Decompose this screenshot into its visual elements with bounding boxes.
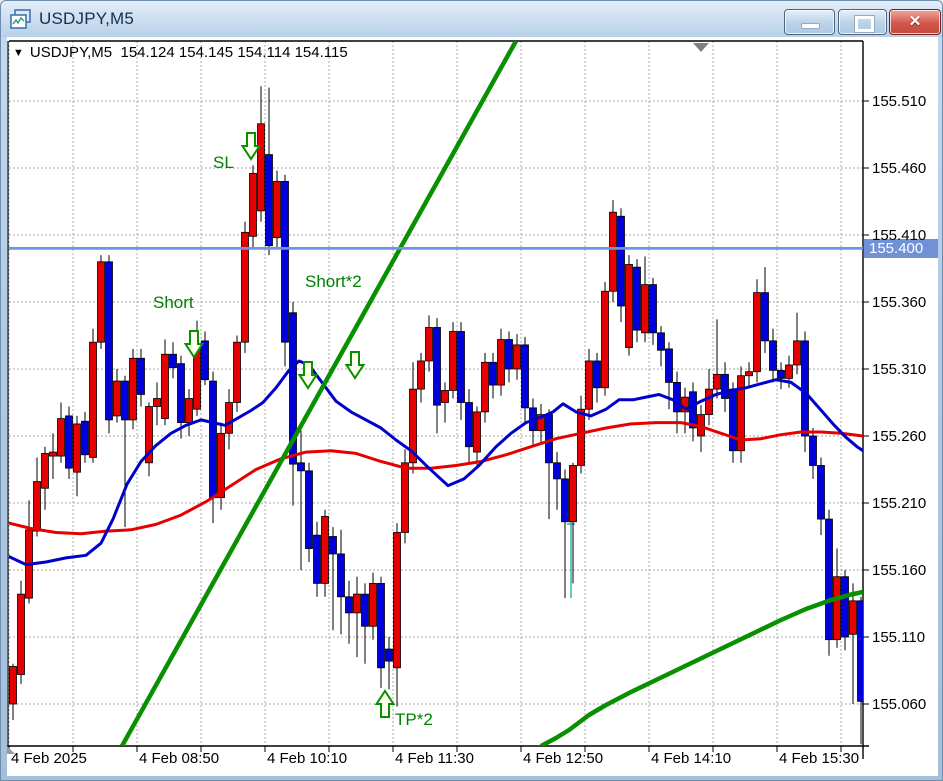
price-axis-label: 155.060 [872, 696, 927, 713]
price-axis-label: 155.310 [872, 361, 927, 378]
price-axis-label: 155.510 [872, 93, 927, 110]
info-low: 154.114 [237, 44, 291, 61]
price-axis-label: 155.110 [872, 629, 926, 646]
time-axis-label: 4 Feb 11:30 [395, 750, 474, 767]
time-axis-label: 4 Feb 15:30 [779, 750, 860, 767]
minimize-button[interactable] [784, 9, 835, 35]
sell-arrow-icon [240, 132, 262, 161]
info-symbol: USDJPY,M5 [29, 44, 113, 61]
sell-arrow-icon [183, 330, 205, 359]
hline-price-badge: 155.400 [864, 239, 938, 259]
minimize-icon [801, 23, 820, 29]
time-axis-label: 4 Feb 14:10 [651, 750, 732, 767]
sell-arrow-icon [344, 351, 366, 380]
restore-button[interactable] [838, 9, 887, 35]
close-button[interactable]: ✕ [889, 9, 941, 35]
window-titlebar[interactable]: USDJPY,M5 ✕ [1, 1, 942, 37]
info-open: 154.124 [120, 44, 175, 61]
time-axis-label: 4 Feb 2025 [11, 750, 87, 767]
trade-annotation-label: SL [213, 153, 234, 172]
time-axis-label: 4 Feb 10:10 [267, 750, 348, 767]
collapse-triangle-icon[interactable]: ▼ [13, 47, 24, 59]
sell-arrow-icon [297, 361, 319, 390]
info-high: 154.145 [178, 44, 234, 61]
window-title: USDJPY,M5 [39, 9, 135, 28]
chart-client-area: ▼ USDJPY,M5 154.124 154.145 154.114 154.1… [7, 37, 938, 776]
time-axis-label: 4 Feb 12:50 [523, 750, 604, 767]
time-axis-label: 4 Feb 08:50 [139, 750, 220, 767]
price-axis-label: 155.160 [872, 562, 927, 579]
close-icon: ✕ [908, 13, 922, 30]
chart-plot-area[interactable] [7, 37, 938, 776]
restore-icon [854, 15, 875, 33]
price-axis-label: 155.260 [872, 428, 927, 445]
info-close: 154.115 [294, 44, 348, 61]
trade-annotation-label: Short [153, 293, 194, 312]
price-axis-label: 155.460 [872, 160, 927, 177]
price-axis-label: 155.360 [872, 294, 927, 311]
chart-window-icon [10, 9, 31, 29]
trade-annotation-label: TP*2 [395, 710, 433, 729]
trade-annotation-label: Short*2 [305, 272, 362, 291]
buy-arrow-icon [374, 689, 396, 718]
corner-marker-icon [7, 746, 15, 754]
price-axis-label: 155.210 [872, 495, 927, 512]
chart-shift-marker-icon [693, 43, 709, 52]
ohlc-info-bar[interactable]: ▼ USDJPY,M5 154.124 154.145 154.114 154.1… [13, 44, 348, 61]
price-axis-label: 155.410 [872, 227, 927, 244]
